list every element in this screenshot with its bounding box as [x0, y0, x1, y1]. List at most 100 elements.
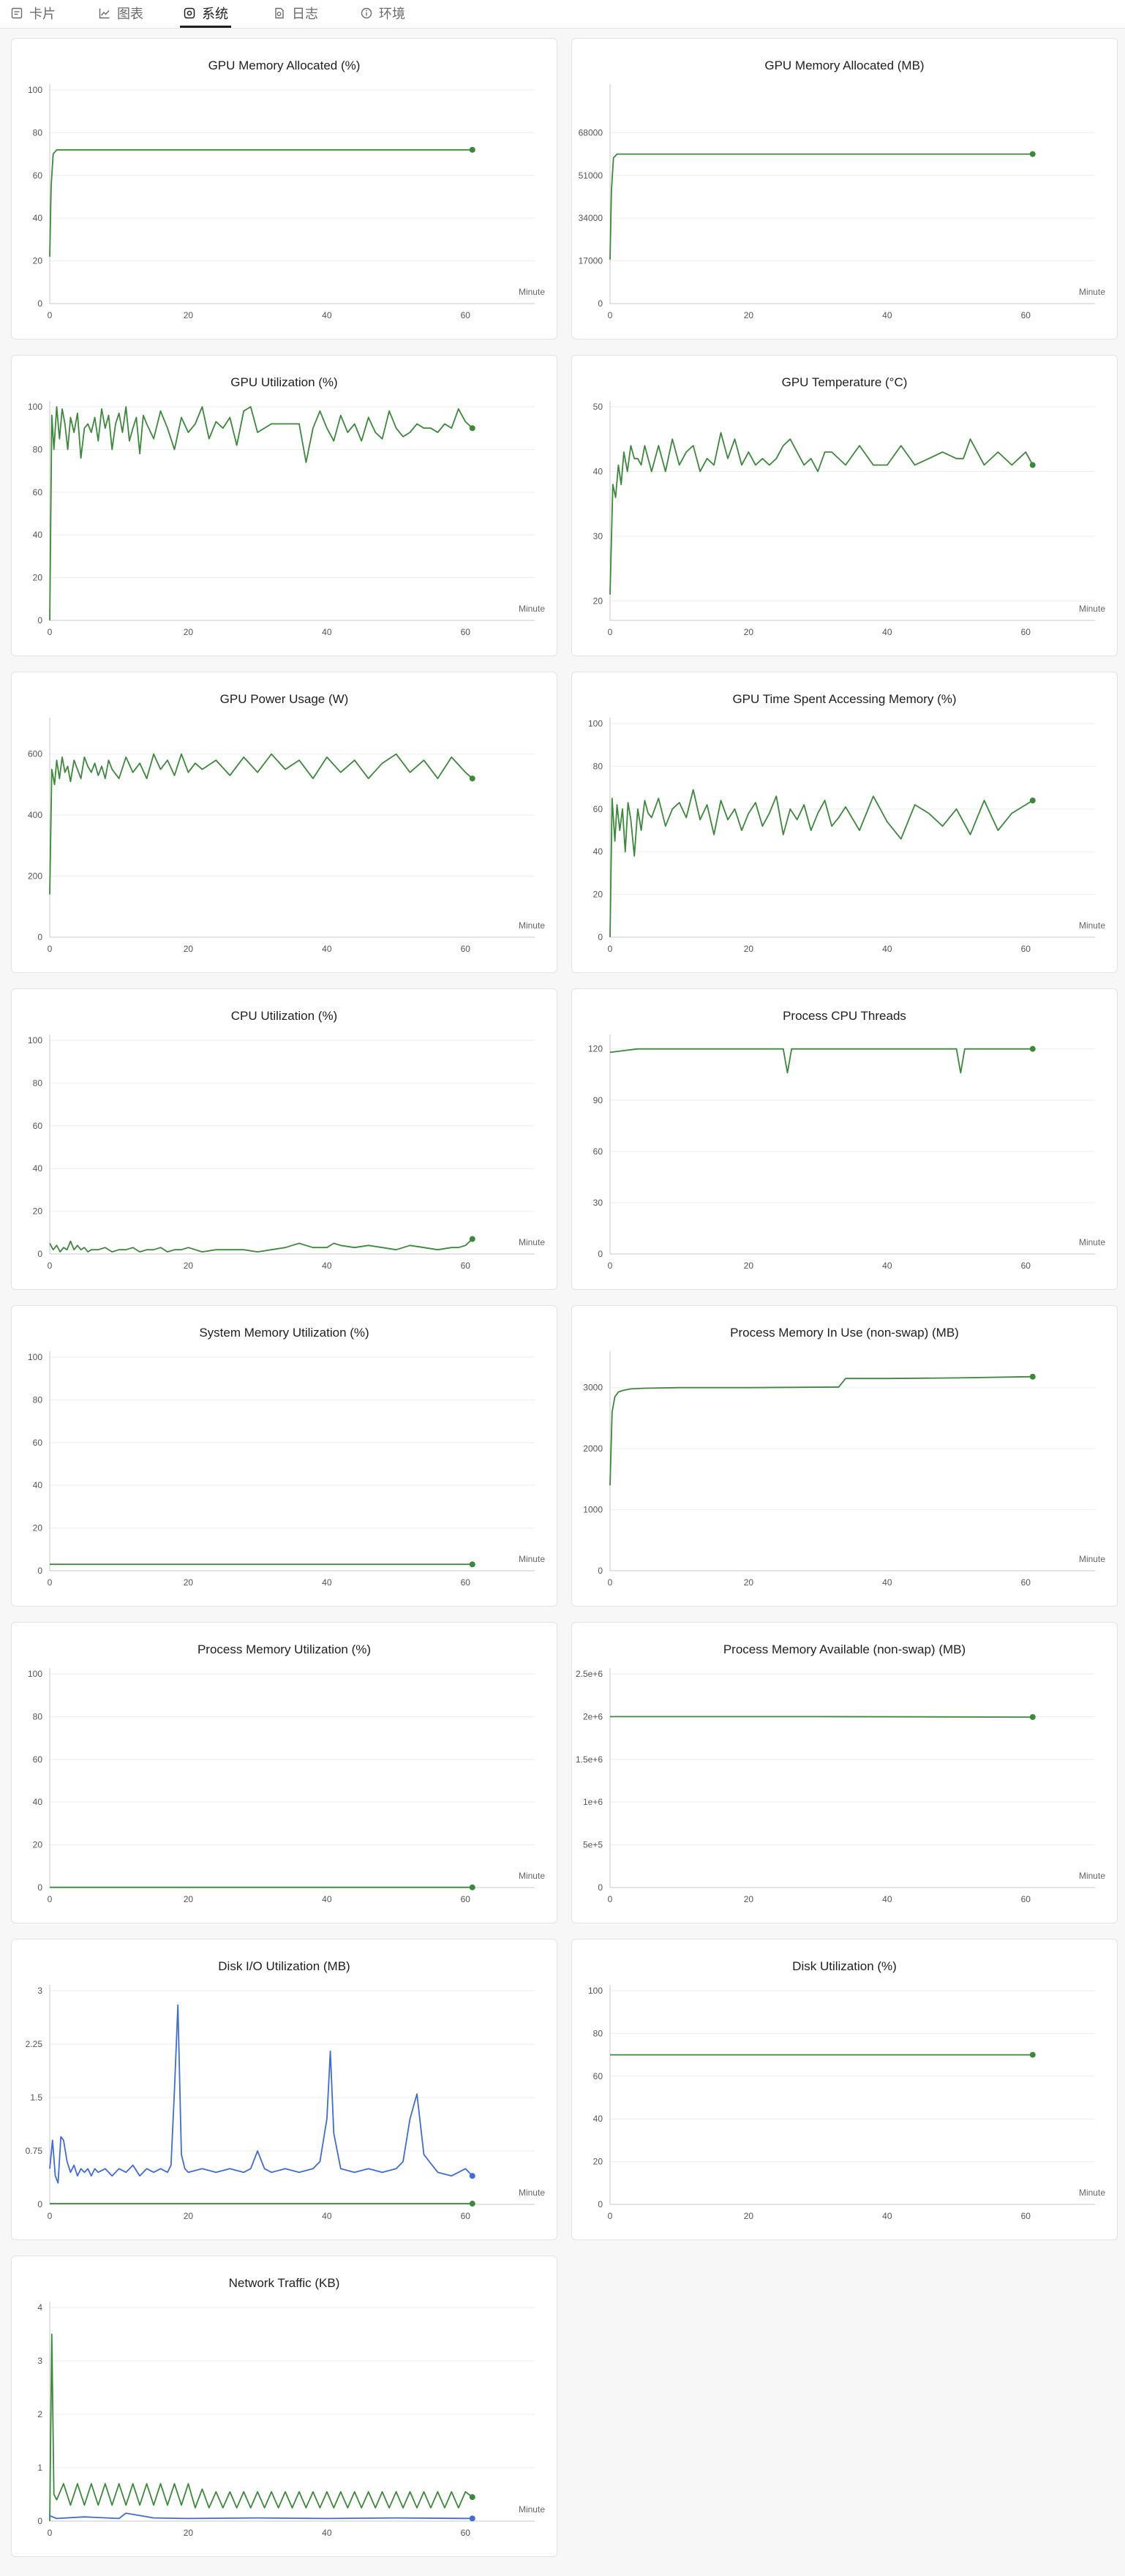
y-tick-label: 0	[37, 2516, 42, 2526]
x-tick-label: 60	[1021, 944, 1031, 954]
chart-card-disk-io: Disk I/O Utilization (MB) 0 0.75 1.5 2.25 3 0 2…	[11, 1939, 557, 2240]
chart-card-gpu-power: GPU Power Usage (W) 0 200 400 600 0 20 40 60 Minu…	[11, 672, 557, 973]
chart-gpu-util: GPU Utilization (%) 0 20 40 60 80 100 0 20 40 60 Mi…	[28, 375, 545, 637]
y-tick-label: 80	[593, 2028, 603, 2038]
series-end-point[interactable]	[469, 2494, 475, 2501]
series-line	[609, 1375, 1033, 1486]
x-axis-label: Minute	[519, 2188, 545, 2198]
y-tick-label: 20	[33, 1840, 43, 1850]
series-end-point[interactable]	[469, 776, 475, 782]
x-tick-label: 20	[184, 2528, 194, 2538]
y-tick-label: 2.25	[26, 2039, 43, 2049]
series-line	[49, 1238, 473, 1253]
chart-sys-mem: System Memory Utilization (%) 0 20 40 60 80 10…	[28, 1326, 545, 1588]
y-tick-label: 0	[598, 298, 603, 309]
series-line	[49, 753, 473, 895]
y-tick-label: 20	[593, 596, 603, 606]
series-line	[609, 153, 1033, 260]
x-tick-label: 0	[48, 1261, 53, 1271]
series-end-point[interactable]	[469, 1561, 475, 1568]
x-tick-label: 0	[608, 1894, 613, 1904]
x-tick-label: 40	[882, 1577, 892, 1588]
y-tick-label: 2.5e+6	[576, 1669, 603, 1679]
y-tick-label: 60	[593, 2071, 603, 2081]
y-tick-label: 0	[37, 1249, 42, 1259]
y-tick-label: 200	[28, 871, 42, 882]
x-axis-label: Minute	[519, 920, 545, 931]
x-axis-label: Minute	[1079, 920, 1105, 931]
y-tick-label: 400	[28, 810, 42, 820]
series-end-point[interactable]	[1029, 2051, 1036, 2058]
y-tick-label: 68000	[579, 127, 603, 138]
y-tick-label: 0	[598, 932, 603, 942]
x-tick-label: 40	[322, 944, 332, 954]
x-tick-label: 40	[322, 627, 332, 637]
tab-system-label: 系统	[202, 6, 228, 21]
x-tick-label: 0	[608, 1261, 613, 1271]
x-tick-label: 0	[48, 2211, 53, 2221]
series-end-point[interactable]	[1029, 797, 1036, 804]
y-tick-label: 100	[28, 85, 42, 95]
x-tick-label: 20	[184, 1577, 194, 1588]
series-end-point[interactable]	[469, 425, 475, 432]
series-end-point[interactable]	[1029, 151, 1036, 157]
tab-system[interactable]: 系统	[180, 0, 231, 28]
y-tick-label: 0	[37, 298, 42, 309]
x-tick-label: 0	[608, 944, 613, 954]
chart-disk-io: Disk I/O Utilization (MB) 0 0.75 1.5 2.25 3 0 2…	[26, 1959, 546, 2221]
y-tick-label: 0	[37, 1882, 42, 1893]
series-end-point[interactable]	[1029, 1373, 1036, 1380]
x-tick-label: 40	[882, 310, 892, 320]
y-tick-label: 1.5e+6	[576, 1754, 603, 1765]
y-tick-label: 100	[28, 1352, 42, 1362]
tab-logs[interactable]: 日志	[273, 0, 318, 26]
series-end-point[interactable]	[469, 2201, 475, 2207]
y-tick-label: 60	[33, 1438, 43, 1448]
x-tick-label: 0	[608, 310, 613, 320]
series-end-point[interactable]	[1029, 1713, 1036, 1720]
x-tick-label: 0	[608, 2211, 613, 2221]
x-axis-label: Minute	[1079, 2188, 1105, 2198]
chart-card-proc-mem-util: Process Memory Utilization (%) 0 20 40 60 80 1…	[11, 1622, 557, 1923]
x-tick-label: 40	[882, 627, 892, 637]
x-tick-label: 60	[1021, 310, 1031, 320]
series-end-point[interactable]	[1029, 1045, 1036, 1052]
series-end-point[interactable]	[469, 2173, 475, 2179]
x-tick-label: 20	[744, 1261, 754, 1271]
chart-gpu-time-mem: GPU Time Spent Accessing Memory (%) 0 20 40…	[588, 692, 1105, 954]
series-line	[49, 406, 473, 621]
y-tick-label: 5e+5	[583, 1840, 603, 1850]
x-axis-label: Minute	[1079, 1554, 1105, 1564]
series-end-point[interactable]	[1029, 462, 1036, 468]
x-tick-label: 20	[184, 310, 194, 320]
chart-card-cpu-util: CPU Utilization (%) 0 20 40 60 80 100 0 20 40 60 Mi…	[11, 988, 557, 1290]
y-tick-label: 0.75	[26, 2146, 43, 2156]
y-tick-label: 40	[593, 846, 603, 857]
tab-charts[interactable]: 图表	[98, 0, 143, 26]
y-tick-label: 17000	[579, 256, 603, 266]
x-tick-label: 60	[1021, 1894, 1031, 1904]
x-axis-label: Minute	[519, 1871, 545, 1881]
y-tick-label: 0	[37, 932, 42, 942]
series-end-point[interactable]	[469, 2515, 475, 2522]
x-tick-label: 60	[461, 2211, 471, 2221]
series-end-point[interactable]	[469, 146, 475, 153]
tab-charts-label: 图表	[117, 7, 143, 21]
x-axis-label: Minute	[519, 2504, 545, 2515]
x-tick-label: 0	[48, 627, 53, 637]
y-tick-label: 20	[33, 573, 43, 583]
chart-title: Network Traffic (KB)	[229, 2276, 340, 2290]
chart-title: Process Memory In Use (non-swap) (MB)	[730, 1326, 959, 1340]
y-tick-label: 2000	[583, 1443, 603, 1454]
y-tick-label: 40	[33, 1797, 43, 1807]
series-end-point[interactable]	[469, 1884, 475, 1890]
x-tick-label: 20	[744, 310, 754, 320]
tab-cards[interactable]: 卡片	[10, 0, 56, 26]
series-end-point[interactable]	[469, 1236, 475, 1242]
y-tick-label: 50	[593, 402, 603, 412]
x-axis-label: Minute	[519, 1237, 545, 1247]
tab-environment[interactable]: 环境	[360, 0, 405, 26]
x-tick-label: 0	[48, 310, 53, 320]
y-tick-label: 100	[588, 1986, 603, 1996]
chart-title: System Memory Utilization (%)	[199, 1326, 369, 1340]
